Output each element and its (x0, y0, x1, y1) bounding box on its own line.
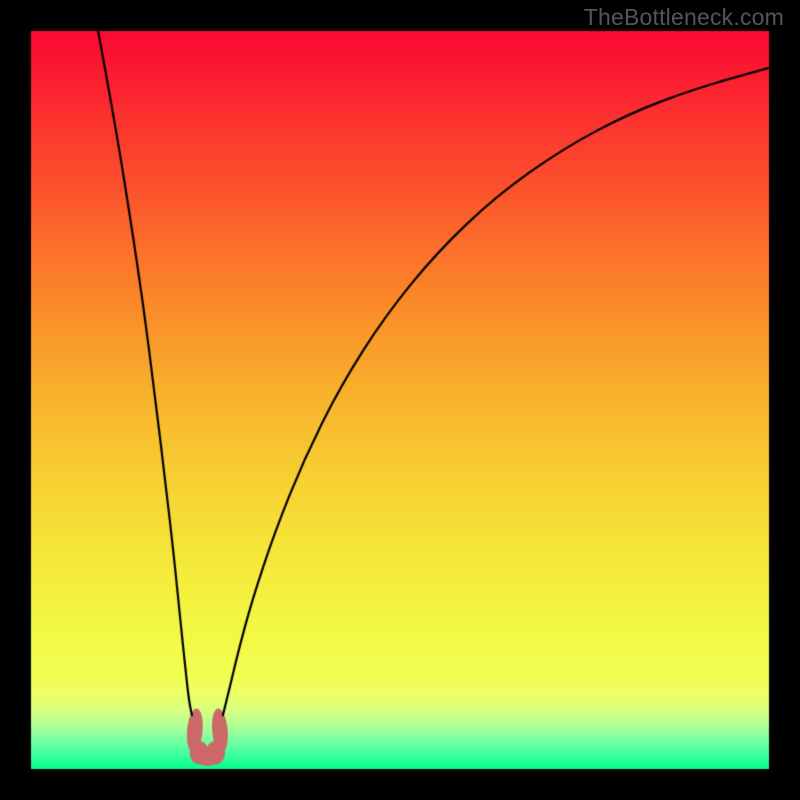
chart-container: TheBottleneck.com (0, 0, 800, 800)
bottleneck-curve (0, 0, 800, 800)
